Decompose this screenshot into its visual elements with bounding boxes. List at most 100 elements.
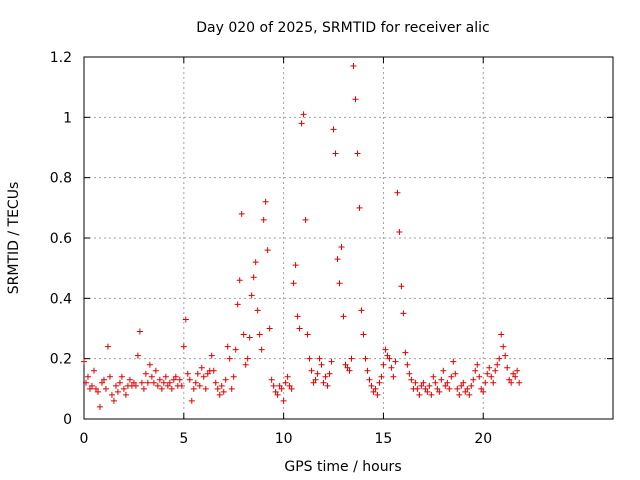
data-point (230, 373, 237, 380)
data-point (350, 63, 357, 70)
data-point (232, 346, 239, 353)
data-point (246, 334, 253, 341)
data-point (114, 388, 121, 395)
data-point (422, 385, 429, 392)
data-point (300, 111, 307, 118)
data-point (280, 397, 287, 404)
data-point (482, 379, 489, 386)
y-axis-label: SRMTID / TECUs (6, 182, 22, 295)
data-point (198, 364, 205, 371)
data-point (512, 373, 519, 380)
data-point (278, 385, 285, 392)
data-point (462, 388, 469, 395)
data-point (398, 283, 405, 290)
data-point (138, 379, 145, 386)
data-point (120, 385, 127, 392)
data-point (442, 382, 449, 389)
data-point (202, 385, 209, 392)
data-point (208, 352, 215, 359)
x-axis-label: GPS time / hours (284, 459, 401, 475)
data-point (404, 361, 411, 368)
data-point (282, 379, 289, 386)
data-point (148, 373, 155, 380)
data-point (234, 301, 241, 308)
data-point (216, 391, 223, 398)
data-point (446, 385, 453, 392)
data-point (226, 355, 233, 362)
data-point (502, 352, 509, 359)
data-point (154, 382, 161, 389)
y-tick-label: 1.2 (50, 50, 72, 66)
data-point (122, 391, 129, 398)
data-point (352, 96, 359, 103)
data-point (494, 361, 501, 368)
data-point (212, 379, 219, 386)
data-point (448, 373, 455, 380)
data-point (82, 379, 89, 386)
data-point (478, 385, 485, 392)
data-point (338, 244, 345, 251)
x-tick-label: 0 (80, 431, 89, 447)
data-point (106, 373, 113, 380)
data-point (92, 385, 99, 392)
data-point (160, 379, 167, 386)
data-point (166, 379, 173, 386)
data-point (112, 382, 119, 389)
data-point (188, 397, 195, 404)
data-point (488, 373, 495, 380)
data-point (328, 358, 335, 365)
data-point (466, 391, 473, 398)
data-point (192, 379, 199, 386)
data-point (272, 388, 279, 395)
data-point (374, 391, 381, 398)
data-point (452, 370, 459, 377)
data-point (322, 373, 329, 380)
data-point (360, 331, 367, 338)
data-point (104, 343, 111, 350)
data-point (118, 373, 125, 380)
data-point (176, 376, 183, 383)
data-point (498, 331, 505, 338)
data-point (454, 385, 461, 392)
data-point (238, 210, 245, 217)
data-point (414, 385, 421, 392)
data-point (348, 355, 355, 362)
data-point (298, 120, 305, 127)
data-point (102, 385, 109, 392)
data-point (162, 373, 169, 380)
data-point (252, 259, 259, 266)
data-point (288, 385, 295, 392)
data-point (196, 382, 203, 389)
data-point (194, 370, 201, 377)
data-point (86, 385, 93, 392)
data-point (186, 376, 193, 383)
data-point (416, 391, 423, 398)
data-point (146, 361, 153, 368)
data-point (302, 216, 309, 223)
data-point (132, 382, 139, 389)
data-point (432, 379, 439, 386)
data-point (378, 373, 385, 380)
data-point (470, 376, 477, 383)
x-tick-label: 5 (179, 431, 188, 447)
data-point (130, 379, 137, 386)
data-point (510, 370, 517, 377)
data-point (310, 379, 317, 386)
data-point (392, 358, 399, 365)
data-point (220, 388, 227, 395)
data-point (294, 313, 301, 320)
data-point (464, 385, 471, 392)
y-tick-label: 0 (63, 412, 72, 428)
chart-title: Day 020 of 2025, SRMTID for receiver ali… (196, 20, 489, 36)
y-tick-label: 0.8 (50, 171, 72, 187)
data-point (430, 373, 437, 380)
data-point (332, 150, 339, 157)
data-point (88, 382, 95, 389)
data-point (490, 379, 497, 386)
data-point (144, 379, 151, 386)
data-point (324, 382, 331, 389)
data-point (500, 343, 507, 350)
data-point (242, 361, 249, 368)
data-point (426, 382, 433, 389)
